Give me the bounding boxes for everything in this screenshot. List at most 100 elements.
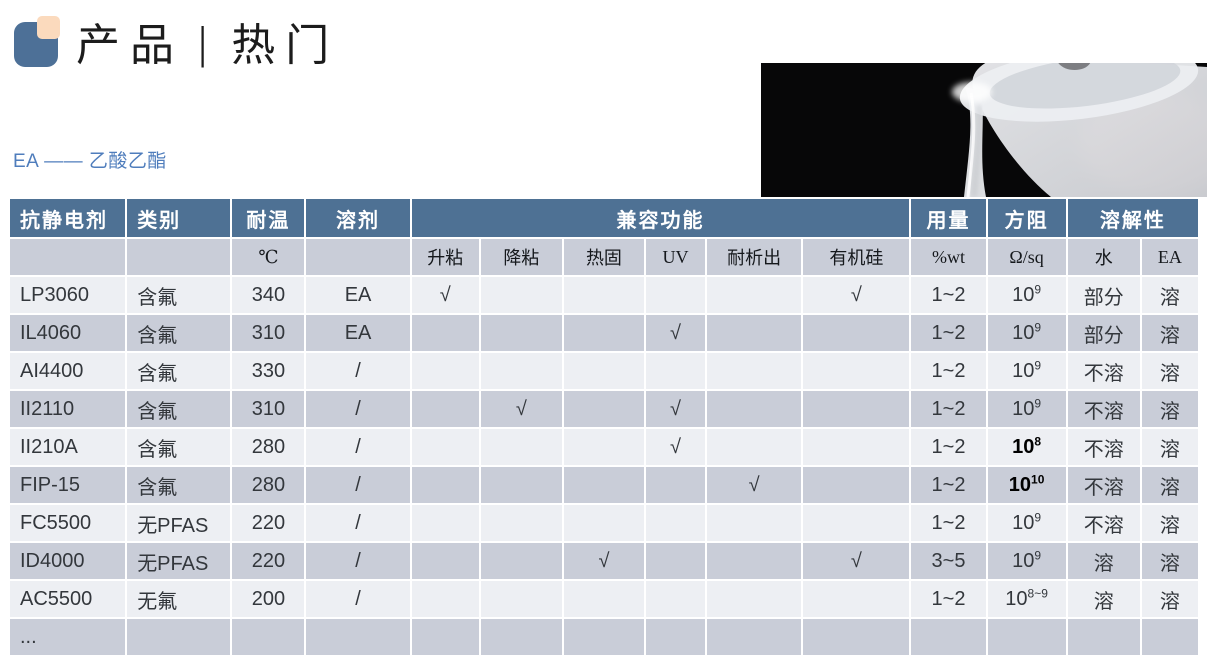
page-title: 产品 | 热门	[76, 16, 339, 76]
cell-water-solubility: 不溶	[1065, 427, 1142, 467]
subheader-wt-percent: %wt	[909, 237, 988, 277]
cell-viscosity-up: √	[409, 275, 481, 315]
cell-dosage: 1~2	[909, 275, 988, 315]
product-photo	[761, 63, 1207, 197]
cell-resistance: 109	[985, 541, 1068, 581]
cell-uv: √	[643, 389, 708, 429]
subheader-precipitation-resistant: 耐析出	[705, 237, 804, 277]
cell-category: 含氟	[125, 313, 233, 353]
cell-temp: 330	[230, 351, 307, 391]
cell-ea-solubility: 溶	[1139, 427, 1201, 467]
cell-water-solubility: 溶	[1065, 541, 1142, 581]
cell-dosage: 1~2	[909, 351, 988, 391]
cell-solvent: /	[304, 351, 412, 391]
subheader-water: 水	[1065, 237, 1142, 277]
cell-uv	[643, 579, 708, 619]
cell-solvent: EA	[304, 275, 412, 315]
header-compatibility: 兼容功能	[409, 197, 912, 239]
cell-temp: 220	[230, 503, 307, 543]
cell-viscosity-up	[409, 617, 481, 657]
cell-viscosity-up	[409, 503, 481, 543]
cell-viscosity-down	[478, 427, 564, 467]
cell-solvent: EA	[304, 313, 412, 353]
cell-product-name: AI4400	[7, 351, 128, 391]
cell-dosage: 3~5	[909, 541, 988, 581]
pour-lip-highlight	[952, 82, 992, 102]
cell-temp: 220	[230, 541, 307, 581]
cell-uv	[643, 503, 708, 543]
table-row: LP3060 含氟 340 EA √ √ 1~2 109 部分溶	[7, 275, 1201, 315]
cell-ea-solubility: 溶	[1139, 389, 1201, 429]
cell-precipitation	[705, 617, 804, 657]
pouring-liquid-illustration	[761, 63, 1207, 197]
cell-ea-solubility: 溶	[1139, 351, 1201, 391]
product-table: 抗静电剂 类别 耐温 溶剂 兼容功能 用量 方阻 溶解性 ℃ 升粘 降粘 热固 …	[7, 197, 1201, 657]
cell-product-name: ID4000	[7, 541, 128, 581]
cup-interior	[989, 63, 1181, 109]
cell-dosage: 1~2	[909, 427, 988, 467]
cell-viscosity-down	[478, 351, 564, 391]
cell-viscosity-down	[478, 503, 564, 543]
cell-silicone: √	[801, 275, 912, 315]
cup-spout	[1058, 63, 1090, 70]
cell-solvent: /	[304, 503, 412, 543]
cell-ea-solubility	[1139, 617, 1201, 657]
cell-water-solubility	[1065, 617, 1142, 657]
cell-product-name: LP3060	[7, 275, 128, 315]
cell-dosage: 1~2	[909, 313, 988, 353]
subheader-celsius: ℃	[230, 237, 307, 277]
cell-precipitation	[705, 503, 804, 543]
subheader-ohm-sq: Ω/sq	[985, 237, 1068, 277]
table-subheader-row: ℃ 升粘 降粘 热固 UV 耐析出 有机硅 %wt Ω/sq 水 EA	[7, 237, 1201, 277]
cell-uv	[643, 541, 708, 581]
cell-thermoset	[561, 275, 647, 315]
cell-water-solubility: 溶	[1065, 579, 1142, 619]
cell-water-solubility: 不溶	[1065, 389, 1142, 429]
cell-dosage	[909, 617, 988, 657]
table-header-row: 抗静电剂 类别 耐温 溶剂 兼容功能 用量 方阻 溶解性	[7, 197, 1201, 239]
cell-viscosity-down	[478, 617, 564, 657]
cell-uv	[643, 351, 708, 391]
cell-silicone	[801, 579, 912, 619]
cell-category: 含氟	[125, 351, 233, 391]
cell-temp	[230, 617, 307, 657]
cell-solvent: /	[304, 541, 412, 581]
logo-peach-square	[37, 16, 60, 39]
cell-resistance: 109	[985, 313, 1068, 353]
cell-precipitation	[705, 389, 804, 429]
cell-uv	[643, 465, 708, 505]
cell-silicone	[801, 427, 912, 467]
cell-category: 含氟	[125, 465, 233, 505]
stream-highlight	[966, 92, 976, 197]
section-subtitle: EA —— 乙酸乙酯	[13, 151, 167, 172]
header-temp-resistance: 耐温	[230, 197, 307, 239]
cell-solvent: /	[304, 579, 412, 619]
cell-silicone: √	[801, 541, 912, 581]
cell-product-name: AC5500	[7, 579, 128, 619]
cell-water-solubility: 不溶	[1065, 503, 1142, 543]
cell-resistance: 108~9	[985, 579, 1068, 619]
cell-temp: 200	[230, 579, 307, 619]
cell-temp: 280	[230, 427, 307, 467]
cell-silicone	[801, 389, 912, 429]
cell-product-name: FC5500	[7, 503, 128, 543]
cell-precipitation	[705, 427, 804, 467]
subheader-blank	[125, 237, 233, 277]
cell-solvent: /	[304, 427, 412, 467]
cell-resistance: 1010	[985, 465, 1068, 505]
cell-resistance	[985, 617, 1068, 657]
cell-ea-solubility: 溶	[1139, 541, 1201, 581]
cell-thermoset	[561, 617, 647, 657]
cell-resistance: 109	[985, 275, 1068, 315]
cell-precipitation	[705, 275, 804, 315]
cell-solvent: /	[304, 389, 412, 429]
cell-thermoset	[561, 465, 647, 505]
cell-category: 含氟	[125, 427, 233, 467]
table-row: ...	[7, 617, 1201, 657]
table-row: II210A 含氟 280/ √ 1~2 108 不溶溶	[7, 427, 1201, 467]
cell-water-solubility: 不溶	[1065, 351, 1142, 391]
cell-product-name: ...	[7, 617, 128, 657]
cell-thermoset	[561, 579, 647, 619]
table-row: AI4400 含氟 330/ 1~2 109 不溶溶	[7, 351, 1201, 391]
cell-resistance: 109	[985, 389, 1068, 429]
